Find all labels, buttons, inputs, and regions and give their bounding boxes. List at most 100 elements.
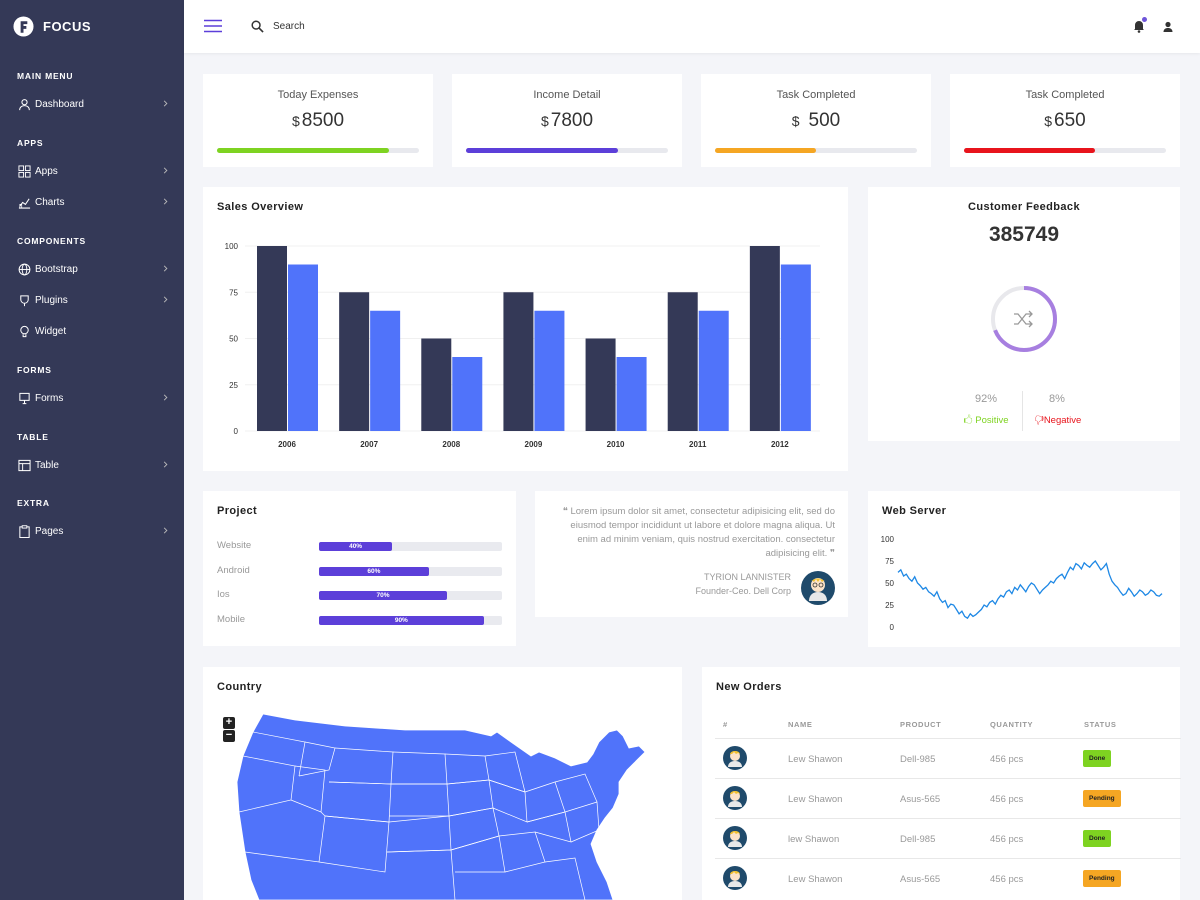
sidebar-item-label: Table (35, 459, 59, 471)
user-icon (19, 98, 30, 110)
feedback-total: 385749 (988, 223, 1060, 246)
bar[interactable] (534, 310, 565, 431)
bar[interactable] (421, 338, 452, 432)
focus-logo-icon (13, 16, 34, 37)
map-zoom-in-button[interactable]: + (223, 717, 235, 729)
bar[interactable] (503, 292, 534, 431)
grid-icon (18, 164, 31, 178)
table-row[interactable]: Lew Shawon Asus-565 456 pcs Pending (715, 858, 1181, 898)
sidebar-item-apps[interactable]: Apps (0, 158, 184, 184)
bar[interactable] (339, 292, 370, 431)
feedback-ring (991, 286, 1057, 352)
stat-progress-fill (715, 148, 816, 153)
sidebar-item-plugins[interactable]: Plugins (0, 287, 184, 313)
search-icon[interactable] (251, 20, 264, 33)
order-product: Asus-565 (900, 874, 941, 885)
sidebar-item-label: Widget (35, 325, 67, 337)
order-product: Dell-985 (900, 834, 936, 845)
y-tick-label: 0 (234, 427, 239, 436)
bar[interactable] (585, 338, 616, 432)
y-tick-label: 75 (229, 288, 238, 297)
project-progress-fill: 60% (319, 567, 429, 576)
sidebar-item-widget[interactable]: Widget (0, 318, 184, 344)
x-tick-label: 2010 (607, 440, 625, 449)
web-server-line-chart: 0 25 50 75 100 (881, 535, 1163, 632)
y-tick-label: 50 (229, 335, 238, 344)
bar[interactable] (698, 310, 729, 431)
card-title: Sales Overview (217, 201, 304, 213)
testimonial-text: ❝ Lorem ipsum dolor sit amet, consectetu… (562, 506, 835, 559)
project-row: Mobile 90% (217, 614, 502, 628)
status-badge: Done (1083, 750, 1112, 767)
hamburger-menu-icon[interactable] (204, 19, 222, 33)
stat-card-task-completed: Task Completed $500 (701, 74, 931, 167)
stat-value: $650 (1044, 110, 1086, 131)
order-product: Asus-565 (900, 794, 941, 805)
avatar (723, 746, 747, 770)
sidebar-item-label: Apps (35, 165, 58, 177)
order-product: Dell-985 (900, 754, 936, 765)
testimonial-role: Founder-Ceo. Dell Corp (695, 586, 791, 596)
thumbs-up-icon: 🖒 (963, 415, 973, 426)
y-tick-label: 100 (881, 535, 895, 544)
stat-value: $8500 (291, 110, 345, 131)
table-header-quantity: QUANTITY (990, 720, 1034, 729)
table-row[interactable]: Lew Shawon Dell-985 456 pcs Done (715, 738, 1181, 778)
sidebar-item-label: Bootstrap (35, 263, 78, 275)
chart-icon (18, 198, 31, 209)
stat-progress-bar (964, 148, 1166, 153)
map-zoom-out-button[interactable]: − (223, 730, 235, 742)
notification-bell-icon[interactable] (1132, 19, 1146, 33)
user-profile-icon[interactable] (1161, 20, 1175, 34)
chevron-right-icon (163, 100, 168, 107)
status-badge: Pending (1083, 790, 1121, 807)
nav-section-table: TABLE (17, 432, 49, 442)
bar[interactable] (749, 246, 780, 431)
new-orders-card: New Orders # NAME PRODUCT QUANTITY STATU… (702, 667, 1181, 900)
table-row[interactable]: Lew Shawon Asus-565 456 pcs Pending (715, 778, 1181, 818)
project-name: Mobile (217, 614, 245, 625)
nav-section-apps: APPS (17, 138, 44, 148)
sales-overview-card: Sales Overview 0 25 50 75 100 2006 2007 2008 200… (203, 187, 848, 471)
project-card: Project Website 40% Android 60% Ios 70% … (203, 491, 516, 646)
chevron-right-icon (163, 167, 168, 174)
table-row[interactable]: lew Shawon Dell-985 456 pcs Done (715, 818, 1181, 858)
brand[interactable]: FOCUS (0, 0, 184, 53)
usa-map[interactable] (235, 712, 647, 900)
bar[interactable] (616, 357, 647, 431)
sidebar-item-pages[interactable]: Pages (0, 518, 184, 544)
card-title: Web Server (882, 505, 947, 517)
chevron-right-icon (163, 265, 168, 272)
bar[interactable] (667, 292, 698, 431)
bar[interactable] (780, 264, 811, 432)
form-icon (19, 392, 30, 404)
sidebar-item-label: Charts (35, 196, 65, 208)
sidebar-item-label: Dashboard (35, 98, 84, 110)
clipboard-icon (19, 524, 30, 538)
stat-value: $7800 (540, 110, 594, 131)
project-name: Website (217, 540, 252, 551)
sidebar-item-dashboard[interactable]: Dashboard (0, 91, 184, 117)
sidebar-item-forms[interactable]: Forms (0, 385, 184, 411)
bar[interactable] (288, 264, 318, 432)
project-name: Ios (217, 589, 230, 600)
topbar (184, 0, 1200, 53)
sidebar: FOCUS MAIN MENU Dashboard APPS Apps Char… (0, 0, 184, 900)
order-name: Lew Shawon (788, 794, 843, 805)
table-header-product: PRODUCT (900, 720, 942, 729)
sidebar-item-table[interactable]: Table (0, 452, 184, 478)
avatar (723, 786, 747, 810)
sidebar-item-label: Pages (35, 525, 64, 537)
bar[interactable] (452, 357, 483, 431)
project-progress-fill: 40% (319, 542, 393, 551)
nav-section-main-menu: MAIN MENU (17, 71, 74, 81)
shield-icon (20, 294, 29, 306)
project-name: Android (217, 565, 250, 576)
bar[interactable] (257, 246, 287, 431)
sidebar-item-bootstrap[interactable]: Bootstrap (0, 256, 184, 282)
sidebar-item-charts[interactable]: Charts (0, 189, 184, 215)
search-input[interactable] (273, 18, 473, 35)
project-progress-track: 60% (319, 567, 502, 576)
bar[interactable] (370, 310, 401, 431)
x-tick-label: 2012 (771, 440, 789, 449)
